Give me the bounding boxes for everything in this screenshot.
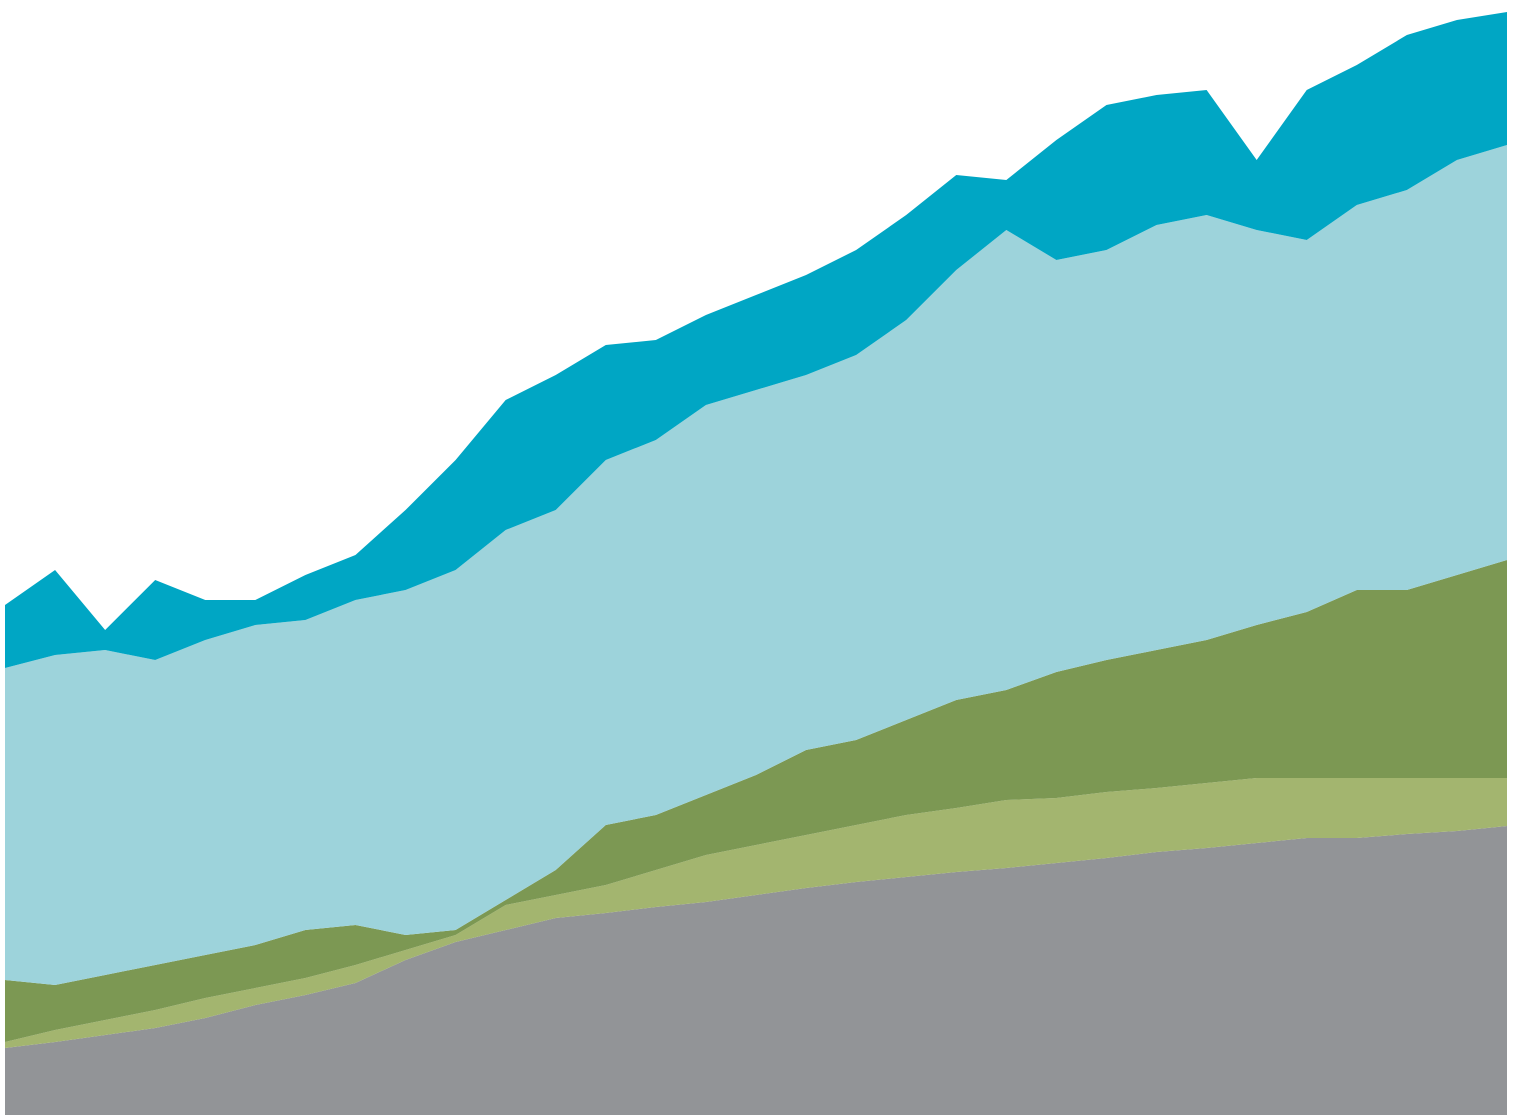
area <box>5 778 1507 1048</box>
area <box>5 145 1507 985</box>
area <box>5 560 1507 1042</box>
area <box>5 826 1507 1115</box>
area <box>5 12 1507 668</box>
